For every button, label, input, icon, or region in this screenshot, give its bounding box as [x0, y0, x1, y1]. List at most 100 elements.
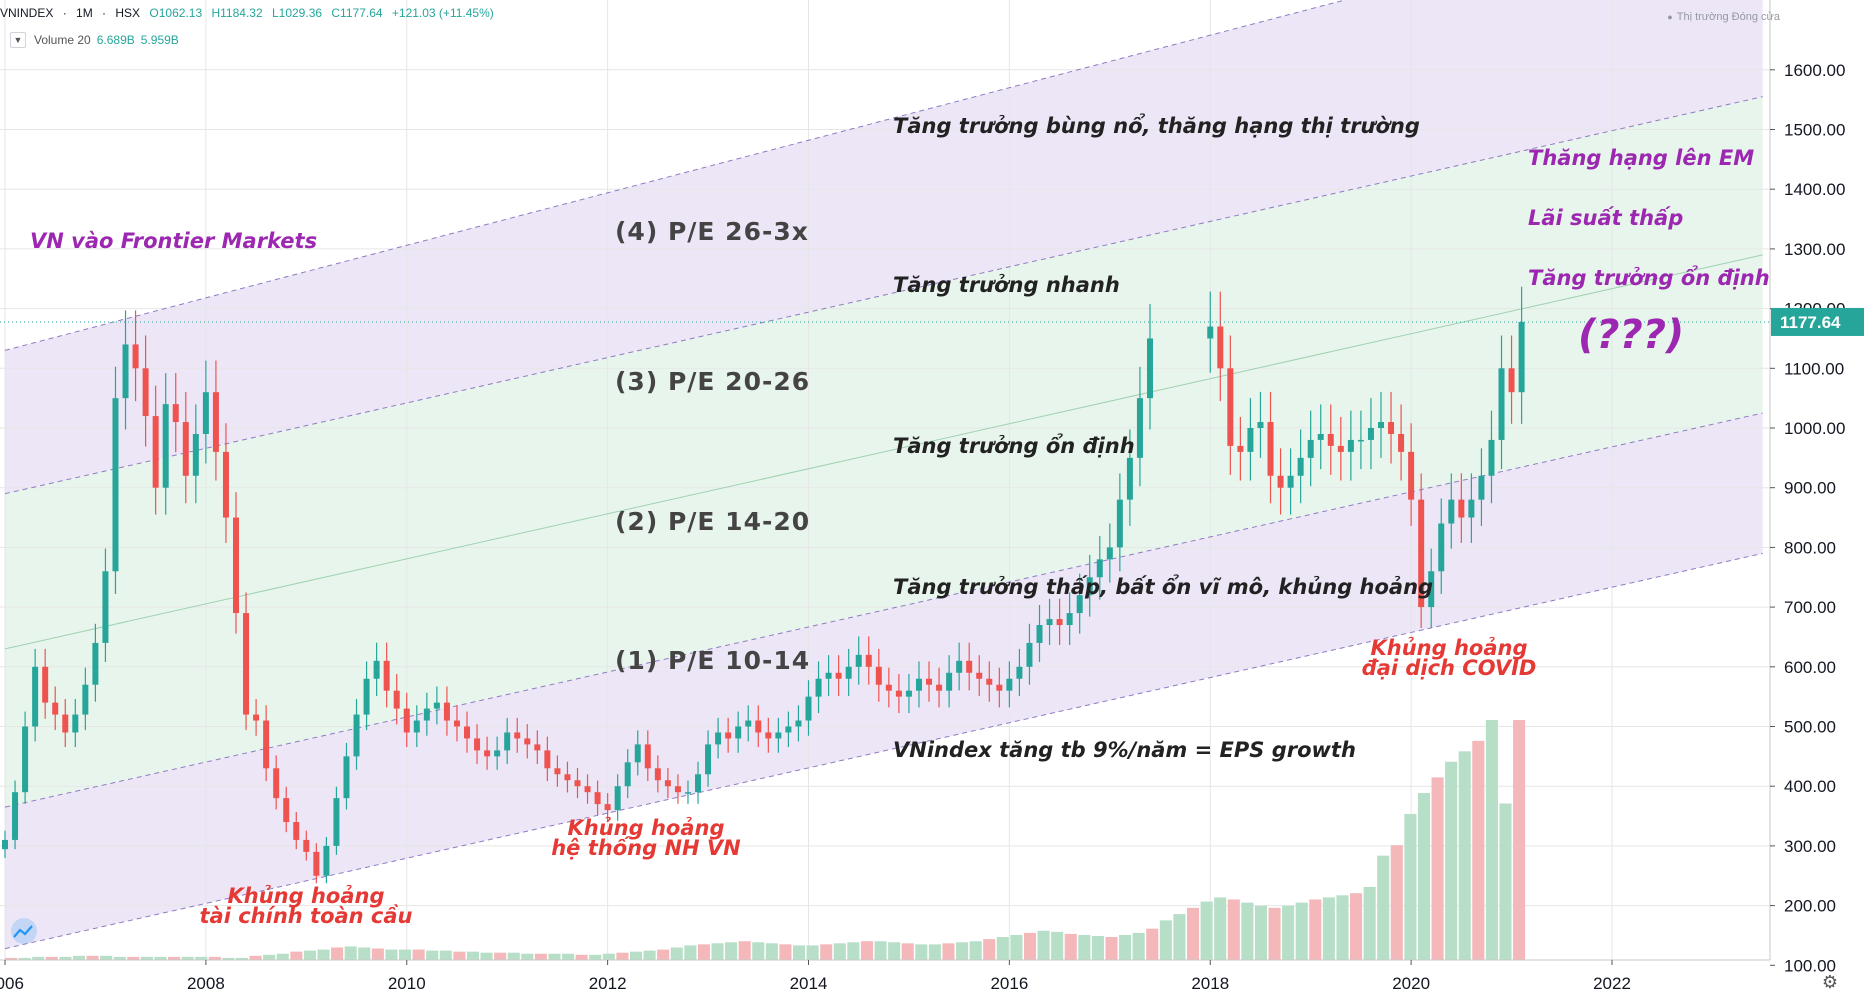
- candle-body: [202, 392, 209, 434]
- volume-bar: [1146, 928, 1159, 960]
- volume-bar: [317, 949, 330, 960]
- candle-body: [875, 666, 882, 685]
- candle-body: [1297, 457, 1304, 476]
- candle-body: [524, 738, 531, 745]
- candle-body: [534, 744, 541, 751]
- candle-body: [614, 786, 621, 811]
- price-tick-label: 1600.00: [1784, 61, 1845, 80]
- candle-body: [1317, 433, 1324, 440]
- price-tick-label: 900.00: [1784, 479, 1836, 498]
- volume-bar: [915, 944, 928, 960]
- price-tick-label: 1500.00: [1784, 121, 1845, 140]
- candle-body: [584, 786, 591, 793]
- volume-bar: [602, 953, 615, 960]
- candle-body: [504, 732, 511, 751]
- candle-body: [835, 672, 842, 679]
- volume-bar: [208, 956, 221, 960]
- candle-body: [132, 344, 139, 369]
- candle-body: [152, 416, 159, 488]
- candle-body: [253, 714, 260, 721]
- candle-body: [1136, 398, 1143, 458]
- candle-body: [1377, 422, 1384, 428]
- candle-body: [172, 404, 179, 423]
- candle-body: [1006, 678, 1013, 691]
- annotation-text: Khủng hoảng: [568, 816, 725, 840]
- volume-bar: [412, 949, 425, 960]
- gear-icon[interactable]: ⚙: [1821, 972, 1838, 992]
- candle-body: [433, 702, 440, 709]
- price-tick-label: 800.00: [1784, 538, 1836, 557]
- channel-line-band_2_lower: [4, 412, 1763, 808]
- volume-bar: [1241, 902, 1254, 960]
- candle-body: [1247, 428, 1254, 452]
- candle-body: [453, 720, 460, 727]
- time-tick-label: 2020: [1392, 974, 1430, 993]
- volume-bar: [263, 954, 276, 960]
- candle-body: [1126, 457, 1133, 500]
- close-value: C1177.64: [331, 6, 383, 20]
- symbol[interactable]: VNINDEX: [0, 6, 54, 20]
- candle-body: [1066, 613, 1073, 626]
- volume-bar: [521, 953, 534, 960]
- volume-bar: [725, 942, 738, 960]
- candle-body: [1056, 619, 1063, 626]
- volume-bar: [1091, 936, 1104, 960]
- volume-bar: [956, 942, 969, 960]
- candle-body: [785, 726, 792, 733]
- volume-bar: [72, 955, 86, 960]
- chevron-down-icon[interactable]: ▼: [10, 32, 26, 48]
- annotation-text: (1) P/E 10-14: [615, 646, 810, 675]
- time-tick-label: 2018: [1191, 974, 1229, 993]
- volume-bar: [1227, 899, 1240, 960]
- candle-body: [674, 786, 681, 793]
- volume-bars: [5, 720, 1526, 960]
- candle-body: [293, 822, 300, 840]
- volume-bar: [276, 953, 289, 960]
- volume-bar: [480, 952, 493, 960]
- chart-header: VNINDEX · 1M · HSX O1062.13 H1184.32 L10…: [0, 6, 494, 20]
- volume-bar: [1309, 899, 1322, 960]
- volume-bar: [507, 952, 520, 960]
- price-tick-label: 100.00: [1784, 956, 1836, 975]
- candle-body: [1026, 642, 1033, 667]
- pe-band-2: [5, 254, 1763, 808]
- candle-body: [1227, 368, 1234, 446]
- candle-body: [936, 684, 943, 691]
- volume-bar: [1173, 914, 1186, 960]
- time-tick-label: 2012: [589, 974, 627, 993]
- price-tick-label: 1300.00: [1784, 240, 1845, 259]
- candle-body: [1116, 499, 1123, 548]
- volume-bar: [195, 956, 208, 960]
- volume-bar: [697, 944, 710, 960]
- volume-bar: [752, 942, 765, 960]
- interval[interactable]: 1M: [76, 6, 93, 20]
- candle-body: [1307, 439, 1314, 458]
- volume-bar: [235, 957, 249, 960]
- change-value: +121.03 (+11.45%): [391, 6, 494, 20]
- candle-body: [684, 792, 691, 794]
- annotation-text: VNindex tăng tb 9%/năm = EPS growth: [893, 738, 1356, 762]
- volume-bar: [1186, 907, 1200, 960]
- candle-body: [966, 660, 973, 673]
- annotation-text: (4) P/E 26-3x: [615, 217, 809, 246]
- annotation-text: Tăng trưởng ổn định: [893, 433, 1135, 458]
- candle-body: [1468, 499, 1475, 518]
- candle-body: [182, 422, 189, 476]
- volume-bar: [1322, 897, 1335, 960]
- volume-bar: [5, 957, 18, 960]
- open-value: O1062.13: [149, 6, 203, 20]
- volume-bar: [792, 945, 806, 960]
- candle-body: [1036, 625, 1043, 643]
- candle-body: [273, 768, 280, 799]
- volume-bar: [1404, 813, 1417, 960]
- candle-body: [644, 744, 651, 769]
- candle-body: [12, 792, 19, 840]
- high-value: H1184.32: [211, 6, 263, 20]
- volume-bar: [290, 951, 303, 960]
- volume-bar: [494, 952, 507, 960]
- candle-body: [62, 714, 69, 733]
- price-tick-label: 600.00: [1784, 658, 1836, 677]
- candle-body: [82, 684, 89, 715]
- volume-bar: [113, 956, 126, 960]
